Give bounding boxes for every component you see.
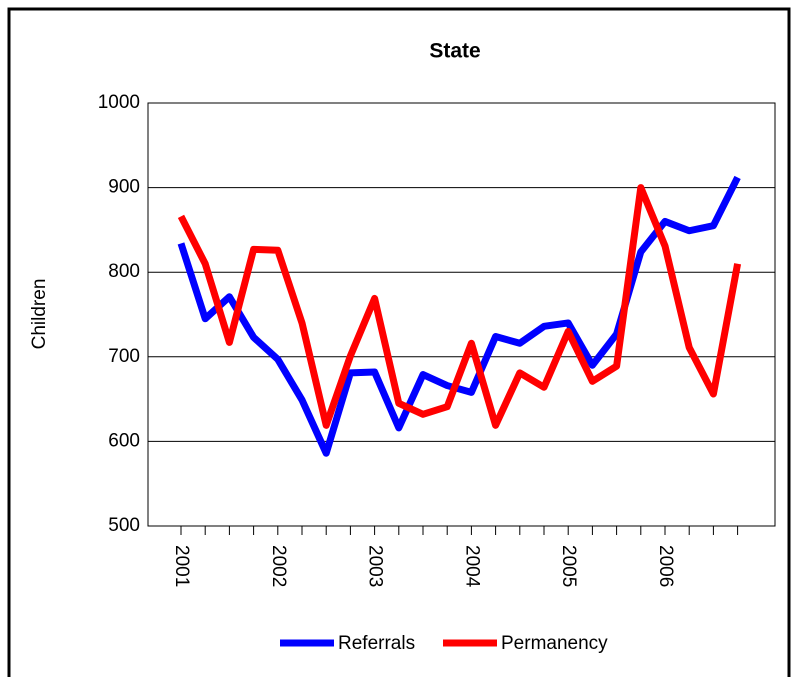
y-tick-label: 900 xyxy=(108,177,140,198)
y-tick-label: 500 xyxy=(108,515,140,536)
plot-frame xyxy=(147,102,776,527)
line-series xyxy=(177,184,742,429)
y-tick-label: 800 xyxy=(108,261,140,282)
line-series xyxy=(177,175,741,457)
x-tick-label: 2006 xyxy=(655,545,676,587)
x-tick-label: 2003 xyxy=(365,545,386,587)
chart-frame xyxy=(7,7,791,677)
x-tick-label: 2005 xyxy=(558,545,579,587)
legend-label: Permanency xyxy=(501,633,608,654)
chart-title: State xyxy=(429,40,480,63)
legend-label: Referrals xyxy=(338,633,415,654)
y-axis-label: Children xyxy=(29,279,50,350)
y-tick-label: 600 xyxy=(108,430,140,451)
x-tick-label: 2002 xyxy=(268,545,289,587)
y-tick-label: 1000 xyxy=(98,92,140,113)
y-tick-label: 700 xyxy=(108,346,140,367)
x-tick-label: 2004 xyxy=(461,545,482,588)
x-tick-label: 2001 xyxy=(171,545,192,587)
